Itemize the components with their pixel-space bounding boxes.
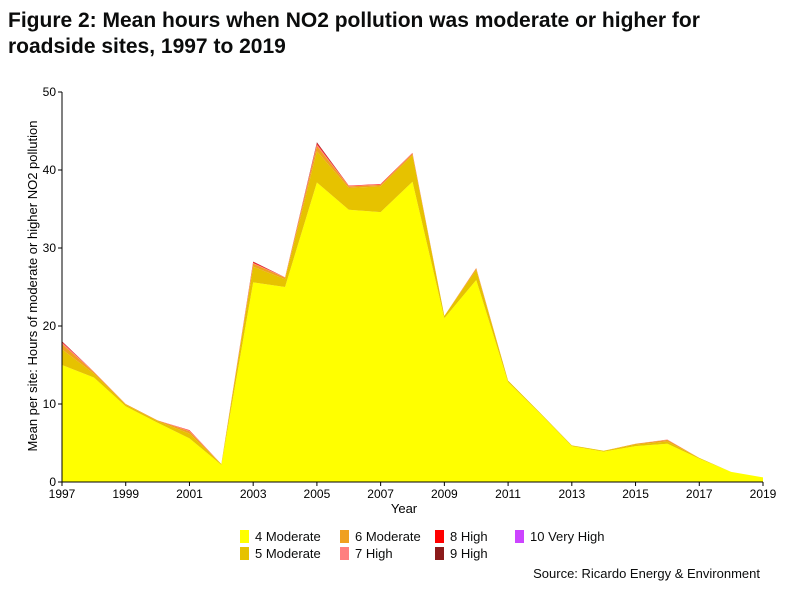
legend-label: 5 Moderate [255,546,321,561]
legend: 4 Moderate 6 Moderate 8 High 10 Very High 5 … [240,528,620,562]
legend-swatch [435,530,444,543]
legend-label: 10 Very High [530,529,605,544]
legend-item-8-high: 8 High [435,529,515,544]
y-axis-label: Mean per site: Hours of moderate or high… [25,121,40,452]
series-area-4-moderate [62,181,763,482]
x-tick-label: 2001 [176,487,203,501]
legend-swatch [340,530,349,543]
x-tick-label: 2005 [304,487,331,501]
legend-row: 4 Moderate 6 Moderate 8 High 10 Very High [240,528,620,545]
y-tick-label: 20 [43,319,57,333]
legend-item-10-very-high: 10 Very High [515,529,615,544]
x-axis-label: Year [391,501,418,516]
legend-item-5-moderate: 5 Moderate [240,546,340,561]
x-tick-label: 2003 [240,487,267,501]
x-tick-label: 1999 [112,487,139,501]
legend-label: 7 High [355,546,393,561]
y-tick-label: 0 [49,475,56,489]
x-tick-label: 2011 [495,487,521,501]
legend-swatch [240,547,249,560]
x-tick-label: 2009 [431,487,458,501]
x-tick-label: 2017 [686,487,713,501]
legend-label: 8 High [450,529,488,544]
x-tick-label: 2013 [558,487,585,501]
y-tick-label: 40 [43,163,57,177]
legend-label: 9 High [450,546,488,561]
x-tick-label: 2015 [622,487,649,501]
legend-item-4-moderate: 4 Moderate [240,529,340,544]
legend-swatch [435,547,444,560]
y-tick-label: 30 [43,241,57,255]
x-tick-label: 2019 [750,487,777,501]
legend-swatch [240,530,249,543]
axes: 0 10 20 30 40 50 1997 1999 2001 2003 2005 2007 2009 2… [43,85,777,501]
y-tick-label: 50 [43,85,57,99]
legend-label: 4 Moderate [255,529,321,544]
legend-item-6-moderate: 6 Moderate [340,529,435,544]
source-note: Source: Ricardo Energy & Environment [533,566,760,581]
legend-label: 6 Moderate [355,529,421,544]
chart-title: Figure 2: Mean hours when NO2 pollution … [8,9,700,58]
legend-item-7-high: 7 High [340,546,435,561]
series-areas [62,142,763,482]
legend-item-9-high: 9 High [435,546,515,561]
x-tick-label: 2007 [367,487,394,501]
area-chart: 0 10 20 30 40 50 1997 1999 2001 2003 2005 2007 2009 2… [25,85,777,516]
legend-swatch [515,530,524,543]
x-tick-label: 1997 [49,487,76,501]
y-tick-label: 10 [43,397,57,411]
legend-swatch [340,547,349,560]
legend-row: 5 Moderate 7 High 9 High [240,545,620,562]
